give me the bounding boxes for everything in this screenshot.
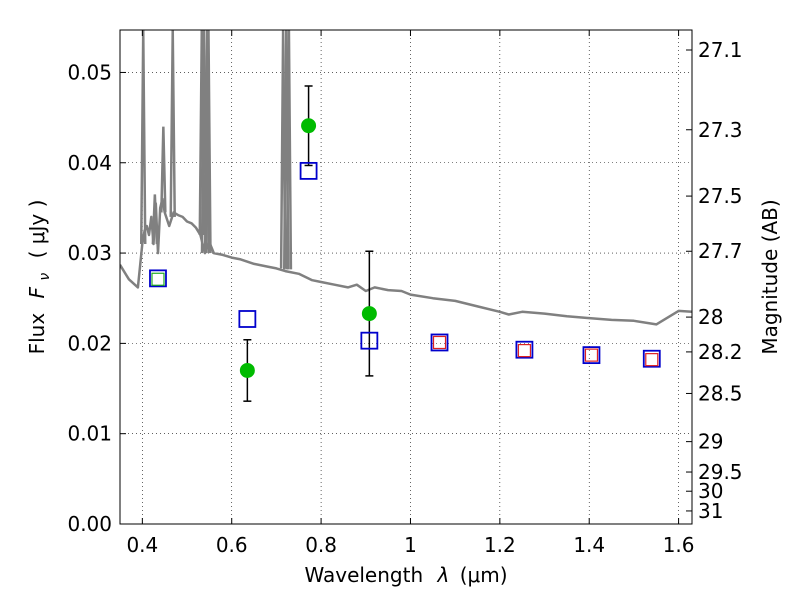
x-axis-label-symbol: λ — [437, 563, 450, 587]
x-axis-label-text: Wavelength — [304, 563, 423, 587]
y2-tick-label: 27.3 — [698, 118, 743, 142]
y2-tick-label: 27.1 — [698, 38, 743, 62]
y-tick-label: 0.01 — [67, 422, 112, 446]
x-axis-label-unit: (μm) — [460, 563, 508, 587]
y-tick-label: 0.03 — [67, 241, 112, 265]
emission-line-spike — [160, 126, 167, 213]
model-flux-square-inner — [432, 335, 447, 350]
y-tick-label: 0.04 — [67, 151, 112, 175]
plot-area — [120, 30, 692, 402]
plot-frame — [119, 29, 693, 525]
y2-tick-label: 31 — [698, 499, 723, 523]
y2-tick-label: 28.5 — [698, 381, 743, 405]
emission-line-spike — [139, 30, 147, 245]
model-flux-square — [149, 269, 167, 288]
y-axis-label-symbol: F — [25, 286, 49, 298]
y-axis-label-subscript: ν — [37, 273, 53, 281]
model-flux-square — [515, 340, 534, 359]
axes: 0.4 0.6 0.8 1 1.2 1.4 1.6 0.00 0.01 0.02 0.03 0.04 0… — [67, 30, 743, 557]
y-axis-label-text: Flux — [25, 313, 49, 355]
emission-line-spike — [285, 30, 293, 270]
model-flux-square-inner — [584, 348, 599, 362]
x-tick-label: 1 — [404, 533, 417, 557]
y-tick-label: 0.05 — [67, 60, 112, 84]
x-tick-label: 0.8 — [305, 533, 337, 557]
model-flux-square — [642, 349, 661, 368]
x-tick-label: 0.6 — [216, 533, 248, 557]
model-flux-square — [299, 161, 318, 180]
y2-axis-label: Magnitude (AB) — [758, 199, 782, 354]
model-flux-square-inner — [517, 344, 532, 358]
x-tick-label: 1.6 — [663, 533, 695, 557]
y-axis-label: Flux F ν ( μJy ) — [25, 200, 54, 355]
x-tick-label: 0.4 — [126, 533, 158, 557]
x-axis-label: Wavelength λ (μm) — [304, 563, 507, 587]
y2-tick-label: 28 — [698, 305, 723, 329]
y2-tick-label: 27.5 — [698, 184, 743, 208]
y-tick-label: 0.00 — [67, 512, 112, 536]
y2-tick-label: 29.5 — [698, 460, 743, 484]
model-flux-square-inner — [151, 272, 165, 286]
y2-tick-label: 27.7 — [698, 239, 743, 263]
model-flux-square — [238, 310, 257, 328]
model-flux-square — [582, 346, 601, 365]
emission-line-spike — [169, 30, 176, 217]
x-tick-label: 1.4 — [573, 533, 605, 557]
y2-tick-label: 29 — [698, 430, 723, 454]
model-flux-square-inner — [645, 353, 659, 367]
y2-tick-label: 30 — [698, 479, 723, 503]
x-tick-label: 1.2 — [484, 533, 516, 557]
model-flux-square — [430, 333, 449, 352]
y-tick-label: 0.02 — [67, 331, 112, 355]
emission-line-spike — [151, 194, 159, 245]
observed-flux-point — [301, 118, 317, 134]
y-axis-label-unit: ( μJy ) — [25, 200, 49, 259]
emission-line-spike — [203, 30, 211, 254]
emission-line-spike — [205, 30, 212, 254]
model-flux-square — [360, 331, 379, 350]
observed-flux-point — [361, 306, 377, 322]
y2-tick-label: 28.2 — [698, 340, 743, 364]
observed-flux-point — [239, 362, 255, 378]
